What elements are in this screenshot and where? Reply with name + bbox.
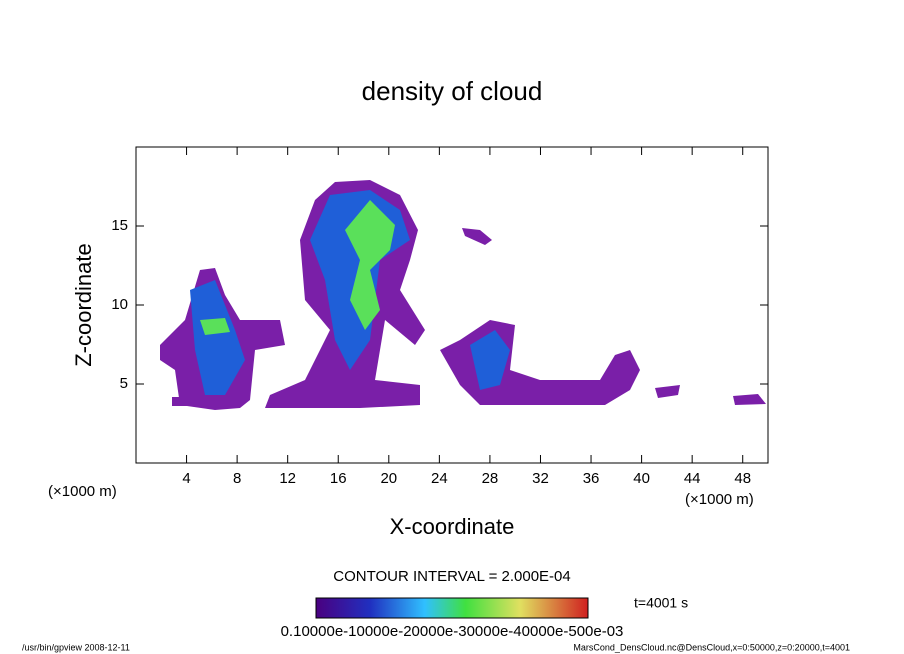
cloud-field: [160, 180, 766, 410]
x-tick-label: 20: [380, 470, 397, 487]
x-tick-label: 12: [279, 470, 296, 487]
footer-left: /usr/bin/gpview 2008-12-11: [22, 642, 130, 652]
x-axis-label: X-coordinate: [390, 514, 515, 539]
y-axis-label: Z-coordinate: [71, 243, 96, 367]
time-label: t=4001 s: [634, 595, 688, 611]
x-tick-label: 36: [583, 470, 600, 487]
x-unit-label: (×1000 m): [48, 483, 117, 500]
x-tick-label: 44: [684, 470, 701, 487]
contour-interval: CONTOUR INTERVAL = 2.000E-04: [333, 568, 570, 585]
x-tick-label: 24: [431, 470, 448, 487]
colorbar: [315, 597, 589, 619]
colorbar-labels: 0.10000e-10000e-20000e-30000e-40000e-500…: [281, 623, 624, 640]
x-tick-label: 28: [482, 470, 499, 487]
x-tick-label: 16: [330, 470, 347, 487]
y-tick-label: 15: [111, 217, 128, 234]
chart-title: density of cloud: [362, 76, 543, 106]
footer-right: MarsCond_DensCloud.nc@DensCloud,x=0:5000…: [573, 642, 850, 652]
x-tick-label: 48: [734, 470, 751, 487]
y-tick-label: 10: [111, 296, 128, 313]
x-tick-label: 4: [182, 470, 190, 487]
x-tick-label: 40: [633, 470, 650, 487]
x-tick-label: 8: [233, 470, 241, 487]
x-tick-label: 32: [532, 470, 549, 487]
x-unit-label: (×1000 m): [685, 491, 754, 508]
y-tick-label: 5: [120, 375, 128, 392]
